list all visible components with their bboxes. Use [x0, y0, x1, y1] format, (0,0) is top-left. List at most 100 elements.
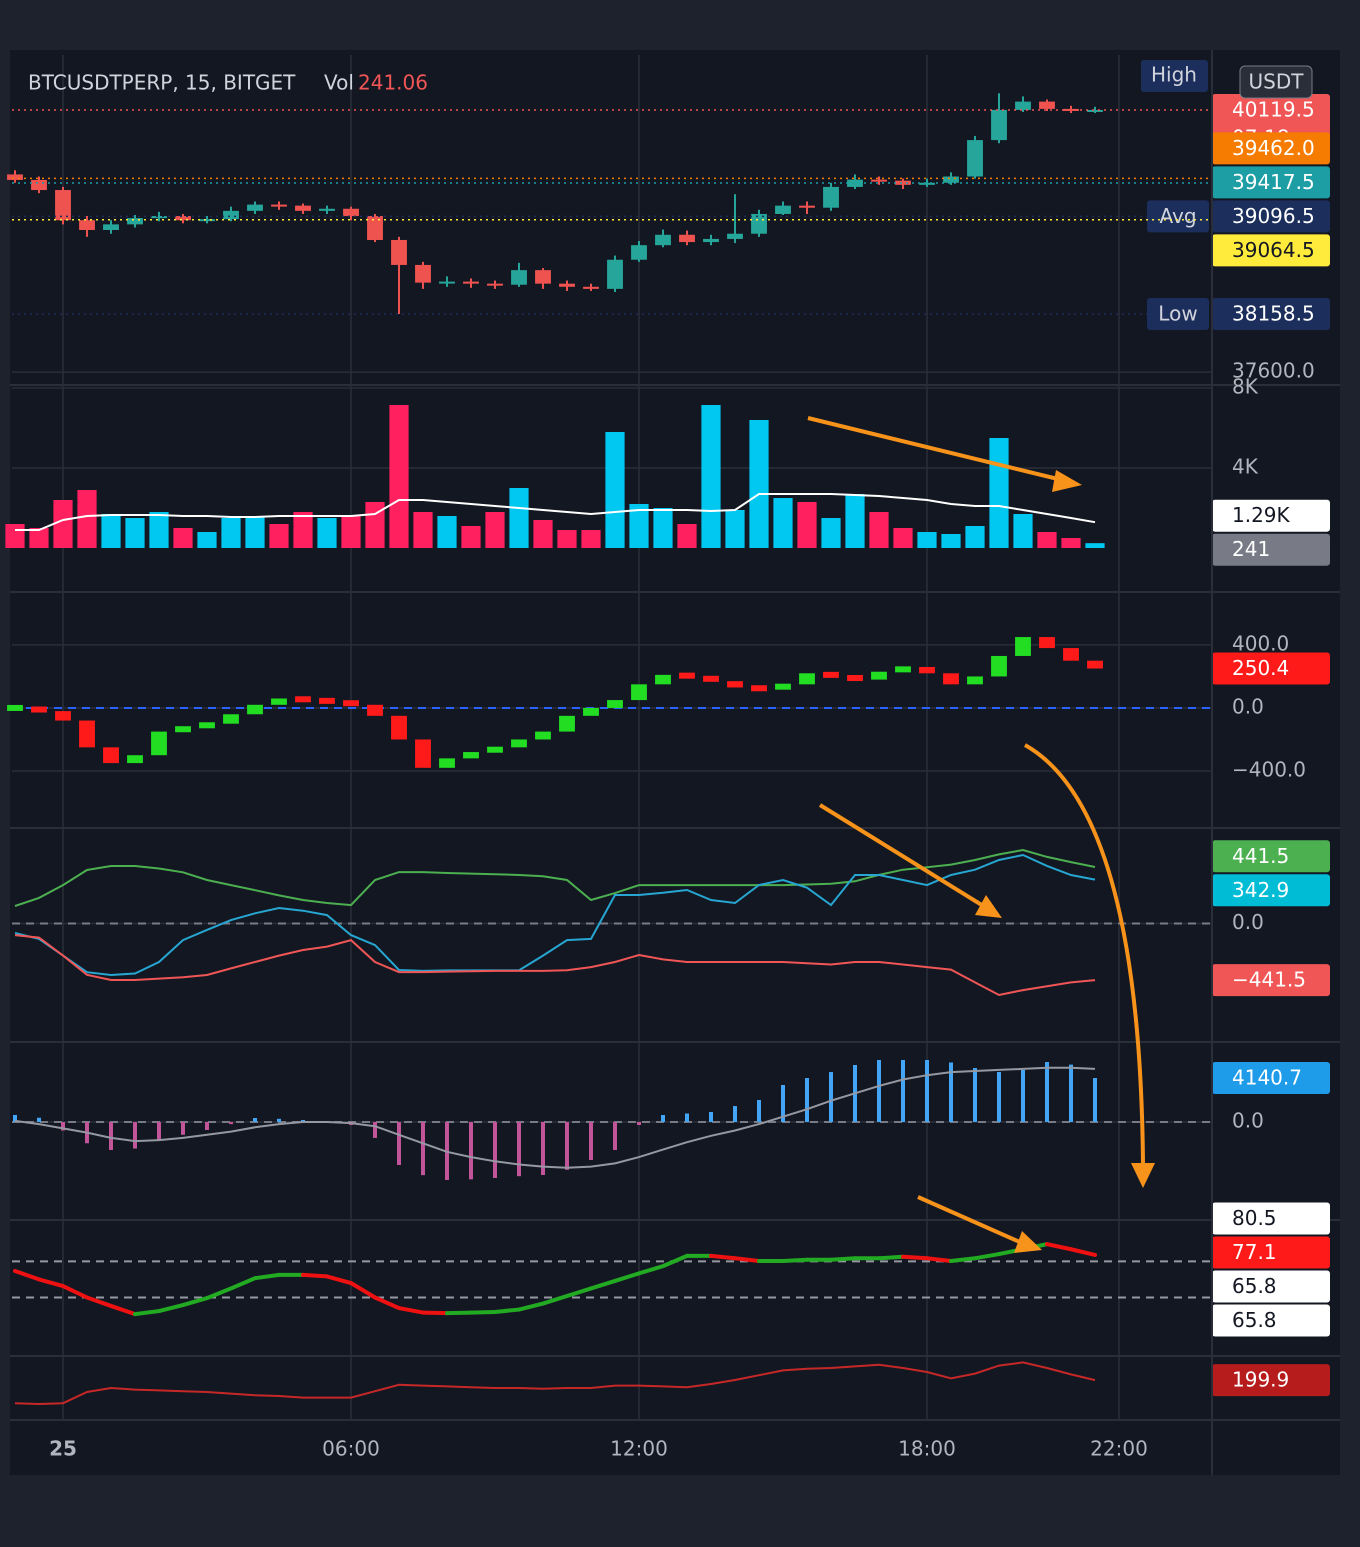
arrow — [807, 416, 1063, 482]
price-badge — [1212, 1304, 1330, 1337]
oscillator-box — [823, 671, 839, 678]
arrow — [1024, 743, 1145, 1166]
bar — [77, 490, 97, 548]
candle-body — [751, 213, 767, 234]
bar — [1021, 1069, 1025, 1122]
oscillator-box — [631, 684, 647, 701]
price-badge — [1212, 1061, 1330, 1094]
price-badge-label: 342.9 — [1232, 878, 1289, 902]
bar — [581, 530, 601, 548]
line-segment — [349, 1281, 377, 1300]
bar — [661, 1114, 665, 1122]
bar — [437, 516, 457, 548]
line-segment — [469, 1309, 497, 1315]
candle-body — [295, 205, 311, 211]
oscillator-box — [871, 671, 887, 680]
arrow-head — [1014, 1231, 1042, 1253]
bar — [341, 516, 361, 548]
price-badge-label: 77.1 — [1232, 1240, 1277, 1264]
line-segment — [877, 1254, 905, 1261]
name-badge — [1147, 200, 1209, 233]
candle-body — [343, 208, 359, 217]
bar — [637, 1121, 641, 1125]
y-tick-label: 0.0 — [1232, 1108, 1264, 1132]
price-badge — [1212, 499, 1330, 532]
bar — [1085, 543, 1105, 548]
price-badge-label: 80.5 — [1232, 1206, 1277, 1230]
bar — [269, 524, 289, 548]
bar — [509, 488, 529, 548]
line-segment — [373, 1295, 401, 1311]
price-badge — [1212, 132, 1330, 165]
bar — [541, 1121, 545, 1175]
line-segment — [973, 1252, 1001, 1261]
line-segment — [709, 1253, 737, 1261]
high-badge — [1141, 60, 1208, 92]
line-segment — [661, 1253, 689, 1269]
arrow-head — [975, 895, 1002, 918]
bar — [181, 1121, 185, 1135]
oscillator-box — [775, 683, 791, 690]
bar — [877, 1060, 881, 1122]
candle-body — [1087, 109, 1103, 112]
candle-body — [943, 176, 959, 183]
bar — [53, 500, 73, 548]
bar — [1013, 514, 1033, 548]
arrow — [917, 1195, 1023, 1245]
candle-body — [679, 234, 695, 243]
bar — [37, 1117, 41, 1122]
line-segment — [589, 1278, 617, 1291]
oscillator-box — [799, 673, 815, 685]
line-segment — [61, 1284, 89, 1300]
price-badge-label: 39064.5 — [1232, 238, 1315, 262]
bar — [157, 1121, 161, 1141]
price-badge — [1212, 1364, 1330, 1397]
x-tick-label: 18:00 — [898, 1437, 956, 1461]
bar — [677, 524, 697, 548]
bar — [709, 1111, 713, 1122]
oscillator-box — [247, 704, 263, 715]
oscillator-box — [343, 700, 359, 707]
bar — [685, 1113, 689, 1122]
candle-body — [991, 109, 1007, 141]
y-tick-label: 8K — [1232, 375, 1259, 399]
candle-body — [823, 186, 839, 208]
line-segment — [325, 1274, 353, 1286]
bar — [965, 526, 985, 548]
oscillator-box — [1063, 648, 1079, 661]
line-segment — [1069, 1247, 1097, 1257]
oscillator-box — [607, 700, 623, 708]
candle-body — [535, 270, 551, 284]
candle-body — [583, 286, 599, 289]
line-segment — [565, 1286, 593, 1298]
candle-body — [223, 210, 239, 220]
candle-body — [655, 234, 671, 246]
line-segment — [1045, 1242, 1073, 1252]
oscillator-box — [415, 739, 431, 768]
bar — [997, 1071, 1001, 1122]
oscillator-box — [487, 746, 503, 753]
bar — [773, 498, 793, 548]
currency-button[interactable] — [1239, 65, 1313, 99]
oscillator-box — [991, 655, 1007, 677]
candle-body — [607, 259, 623, 289]
price-badge — [1212, 93, 1330, 126]
price-badge-label: 4140.7 — [1232, 1065, 1302, 1089]
candle-body — [391, 239, 407, 265]
bar — [469, 1121, 473, 1180]
bar — [5, 524, 25, 548]
oscillator-box — [103, 747, 119, 764]
pane-title: Vol — [324, 71, 354, 95]
oscillator-box — [847, 675, 863, 682]
bar — [493, 1121, 497, 1179]
price-badge — [1212, 964, 1330, 997]
bar — [517, 1121, 521, 1177]
bar — [101, 514, 121, 548]
candle-body — [199, 219, 215, 222]
bar — [1045, 1061, 1049, 1122]
price-badge — [1212, 200, 1330, 233]
arrow — [818, 803, 987, 909]
candle-body — [1063, 108, 1079, 111]
candle-body — [871, 179, 887, 182]
oscillator-box — [175, 726, 191, 733]
